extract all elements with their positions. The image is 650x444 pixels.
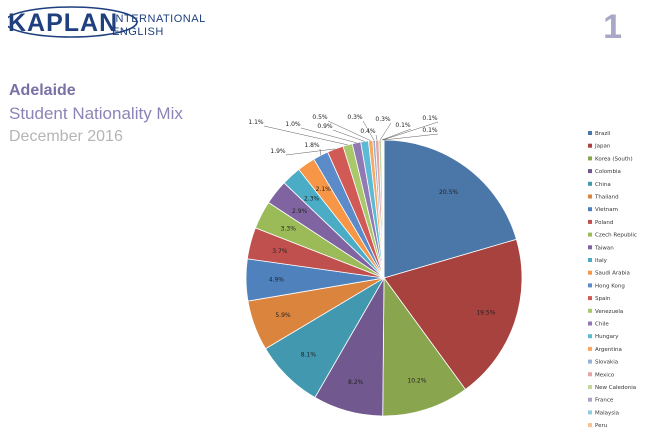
campus-name: Adelaide	[9, 82, 76, 99]
callout-leader-line	[319, 148, 321, 156]
legend-label: Thailand	[594, 195, 619, 201]
slice-value-label: 19.5%	[476, 310, 495, 317]
legend-swatch	[588, 194, 592, 199]
slice-value-label: 10.2%	[407, 377, 426, 384]
legend-swatch	[588, 283, 592, 288]
logo-line-english: ENGLISH	[112, 26, 164, 38]
legend-swatch	[588, 143, 592, 148]
legend-swatch	[588, 245, 592, 250]
slice-value-label: 0.9%	[317, 123, 333, 130]
legend-label: Venezuela	[595, 309, 623, 315]
legend-swatch	[588, 321, 592, 326]
pie-slice-japan	[383, 238, 523, 390]
legend-swatch	[588, 308, 592, 313]
legend-swatch	[588, 334, 592, 339]
legend-label: China	[595, 182, 611, 188]
callout-leader-line	[382, 121, 439, 141]
slice-value-label: 1.0%	[285, 121, 301, 128]
report-title: Student Nationality Mix	[9, 104, 183, 123]
slice-value-label: 1.9%	[270, 148, 286, 155]
legend-label: Chile	[595, 322, 609, 328]
callout-leader-line	[362, 120, 375, 141]
slice-value-label: 0.3%	[347, 114, 363, 121]
legend-label: Hungary	[595, 334, 619, 340]
callout-leader-line	[381, 128, 412, 141]
legend-swatch	[588, 156, 592, 161]
slice-value-label: 5.9%	[275, 312, 291, 319]
legend-swatch	[588, 131, 592, 135]
legend-label: New Caledonia	[595, 385, 636, 391]
slice-value-label: 20.5%	[439, 189, 458, 196]
legend-label: Slovakia	[595, 360, 618, 366]
legend-label: Vietnam	[595, 207, 618, 213]
legend-label: Malaysia	[595, 410, 619, 416]
chart-legend: Brazil Japan Korea (South) Colombia China Tha…	[588, 131, 637, 429]
report-period: December 2016	[9, 128, 123, 145]
slice-value-label: 0.4%	[360, 128, 376, 135]
slice-value-label: 4.9%	[269, 277, 285, 284]
legend-label: Japan	[594, 144, 611, 150]
legend-label: Hong Kong	[595, 283, 625, 289]
callout-leader-line	[263, 125, 348, 146]
slice-value-label: 1.8%	[304, 142, 320, 149]
legend-swatch	[588, 359, 592, 364]
legend-label: Poland	[595, 220, 613, 226]
legend-swatch	[588, 397, 592, 402]
legend-label: France	[595, 398, 614, 404]
callout-leader-line	[375, 134, 378, 141]
slice-value-label: 0.5%	[312, 114, 328, 121]
slice-value-label: 2.1%	[316, 186, 332, 193]
callout-leader-line	[327, 120, 371, 141]
legend-label: Brazil	[595, 131, 611, 137]
legend-swatch	[588, 372, 592, 377]
pie-labels: 20.5% 19.5% 10.2% 8.2% 8.1% 5.9% 4.9% 3.7% 3.3% 2…	[248, 114, 495, 386]
legend-label: Colombia	[595, 169, 621, 175]
slice-value-label: 0.3%	[375, 116, 391, 123]
legend-swatch	[588, 410, 592, 415]
legend-label: Argentina	[595, 347, 622, 353]
legend-swatch	[588, 423, 592, 428]
slice-value-label: 3.7%	[272, 248, 288, 255]
slice-value-label: 1.1%	[248, 119, 264, 126]
legend-swatch	[588, 181, 592, 186]
logo-swoosh	[8, 6, 138, 38]
kaplan-logo: KAPLAN INTERNATIONAL ENGLISH	[8, 6, 206, 38]
pie-slices	[245, 139, 523, 417]
legend-swatch	[588, 385, 592, 389]
pie-slice-korea-south	[382, 276, 466, 417]
slice-value-label: 2.9%	[292, 208, 308, 215]
legend-swatch	[588, 270, 592, 275]
slice-value-label: 3.3%	[281, 226, 297, 233]
legend-label: Italy	[595, 258, 608, 264]
legend-swatch	[588, 232, 592, 237]
legend-label: Mexico	[595, 372, 615, 378]
page-number: 1	[603, 8, 622, 46]
legend-label: Spain	[595, 296, 611, 302]
legend-swatch	[588, 346, 592, 351]
logo-line-international: INTERNATIONAL	[112, 13, 206, 25]
legend-label: Peru	[595, 423, 607, 429]
callout-leader-line	[383, 133, 439, 141]
callout-leader-line	[300, 127, 357, 143]
legend-label: Taiwan	[594, 245, 614, 251]
legend-swatch	[588, 258, 592, 262]
legend-swatch	[588, 296, 592, 301]
legend-label: Korea (South)	[595, 156, 633, 162]
callout-leader-line	[332, 129, 365, 142]
slice-value-label: 0.1%	[395, 122, 411, 129]
legend-swatch	[588, 219, 592, 224]
slice-value-label: 0.1%	[422, 127, 438, 134]
callout-leader-line	[379, 122, 392, 141]
slice-value-label: 8.1%	[301, 352, 317, 359]
slice-value-label: 0.1%	[422, 115, 438, 122]
slice-value-label: 2.3%	[304, 195, 320, 202]
legend-swatch	[588, 207, 592, 212]
callout-leader-line	[285, 148, 336, 156]
legend-label: Saudi Arabia	[595, 271, 630, 277]
legend-label: Czech Republic	[595, 233, 637, 239]
pie-slice-brazil	[383, 139, 517, 279]
legend-swatch	[588, 169, 592, 174]
slice-value-label: 8.2%	[348, 379, 364, 386]
